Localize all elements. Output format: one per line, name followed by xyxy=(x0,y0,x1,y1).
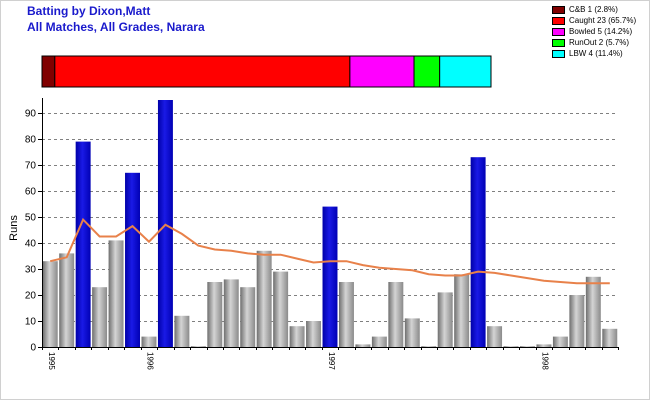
axes xyxy=(38,98,619,350)
innings-bar xyxy=(585,276,601,347)
innings-bar xyxy=(355,344,371,347)
innings-bar xyxy=(256,250,272,347)
innings-bar xyxy=(487,326,503,347)
innings-bar xyxy=(602,328,618,347)
innings-bar xyxy=(223,279,239,347)
y-tick-labels: 0 10 20 30 40 50 60 70 80 90 xyxy=(25,109,37,354)
dismissal-segment-cb xyxy=(41,55,56,88)
legend-item: C&B 1 (2.8%) xyxy=(552,4,636,15)
not-out-bar xyxy=(322,206,338,347)
legend-item: Bowled 5 (14.2%) xyxy=(552,26,636,37)
x-tick-label: 1996 xyxy=(146,352,155,370)
y-tick-label: 90 xyxy=(25,109,37,120)
innings-bar xyxy=(388,282,404,347)
legend-item: LBW 4 (11.4%) xyxy=(552,48,636,59)
x-tick-label: 1997 xyxy=(327,352,336,370)
y-tick-label: 20 xyxy=(25,291,37,302)
dismissal-stacked-bar xyxy=(41,55,492,88)
dismissal-segment-runout xyxy=(413,55,441,88)
legend-label: Caught 23 (65.7%) xyxy=(569,16,637,25)
innings-bar xyxy=(404,318,420,347)
y-tick-label: 10 xyxy=(25,317,37,328)
innings-bar xyxy=(108,240,124,347)
legend-item: Caught 23 (65.7%) xyxy=(552,15,636,26)
runs-bars xyxy=(42,100,618,347)
dismissal-segment-lbw xyxy=(439,55,492,88)
legend-swatch-runout xyxy=(552,38,565,47)
innings-bar xyxy=(338,282,354,347)
chart-subtitle: All Matches, All Grades, Narara xyxy=(27,20,205,34)
innings-bar xyxy=(536,344,552,347)
innings-bar xyxy=(371,336,387,347)
innings-bar xyxy=(520,346,535,347)
legend-swatch-caught xyxy=(552,16,565,25)
legend-swatch-bowled xyxy=(552,27,565,36)
innings-bar xyxy=(190,346,206,347)
legend-swatch-cb xyxy=(552,5,565,14)
x-tick-labels: 1995 1996 1997 1998 xyxy=(47,352,550,370)
innings-bar xyxy=(207,282,223,347)
innings-bar xyxy=(306,321,322,347)
y-tick-label: 60 xyxy=(25,187,37,198)
not-out-bar xyxy=(75,141,91,347)
not-out-bar xyxy=(470,157,486,347)
innings-bar xyxy=(503,346,519,347)
innings-bar xyxy=(289,326,305,347)
y-tick-label: 0 xyxy=(30,343,36,354)
innings-bar xyxy=(59,253,75,347)
innings-bar xyxy=(273,271,289,347)
innings-bar xyxy=(569,295,585,347)
innings-bar xyxy=(42,261,58,347)
legend-label: RunOut 2 (5.7%) xyxy=(569,38,630,47)
legend-item: RunOut 2 (5.7%) xyxy=(552,37,636,48)
innings-bar xyxy=(421,346,437,347)
legend-swatch-lbw xyxy=(552,49,565,58)
innings-bar xyxy=(454,274,470,347)
average-line xyxy=(49,217,610,285)
y-tick-label: 70 xyxy=(25,161,37,172)
innings-bar xyxy=(174,315,190,347)
chart-title: Batting by Dixon,Matt xyxy=(27,4,151,18)
legend-label: Bowled 5 (14.2%) xyxy=(569,27,633,36)
dismissal-segment-bowled xyxy=(349,55,415,88)
x-tick-label: 1995 xyxy=(47,352,56,370)
innings-bar xyxy=(240,287,256,347)
legend-label: LBW 4 (11.4%) xyxy=(569,49,623,58)
y-tick-label: 80 xyxy=(25,135,37,146)
innings-bar xyxy=(552,336,568,347)
y-tick-label: 30 xyxy=(25,265,37,276)
y-tick-label: 50 xyxy=(25,213,37,224)
y-axis-label: Runs xyxy=(8,215,20,241)
x-tick-label: 1998 xyxy=(541,352,550,370)
y-tick-label: 40 xyxy=(25,239,37,250)
not-out-bar xyxy=(157,100,173,347)
legend: C&B 1 (2.8%) Caught 23 (65.7%) Bowled 5 … xyxy=(552,4,636,59)
not-out-bar xyxy=(125,172,140,347)
dismissal-segment-caught xyxy=(54,55,351,88)
innings-bar xyxy=(92,287,108,347)
legend-label: C&B 1 (2.8%) xyxy=(569,5,618,14)
innings-bar xyxy=(437,292,453,347)
average-line-path xyxy=(49,217,610,285)
innings-bar xyxy=(141,336,157,347)
